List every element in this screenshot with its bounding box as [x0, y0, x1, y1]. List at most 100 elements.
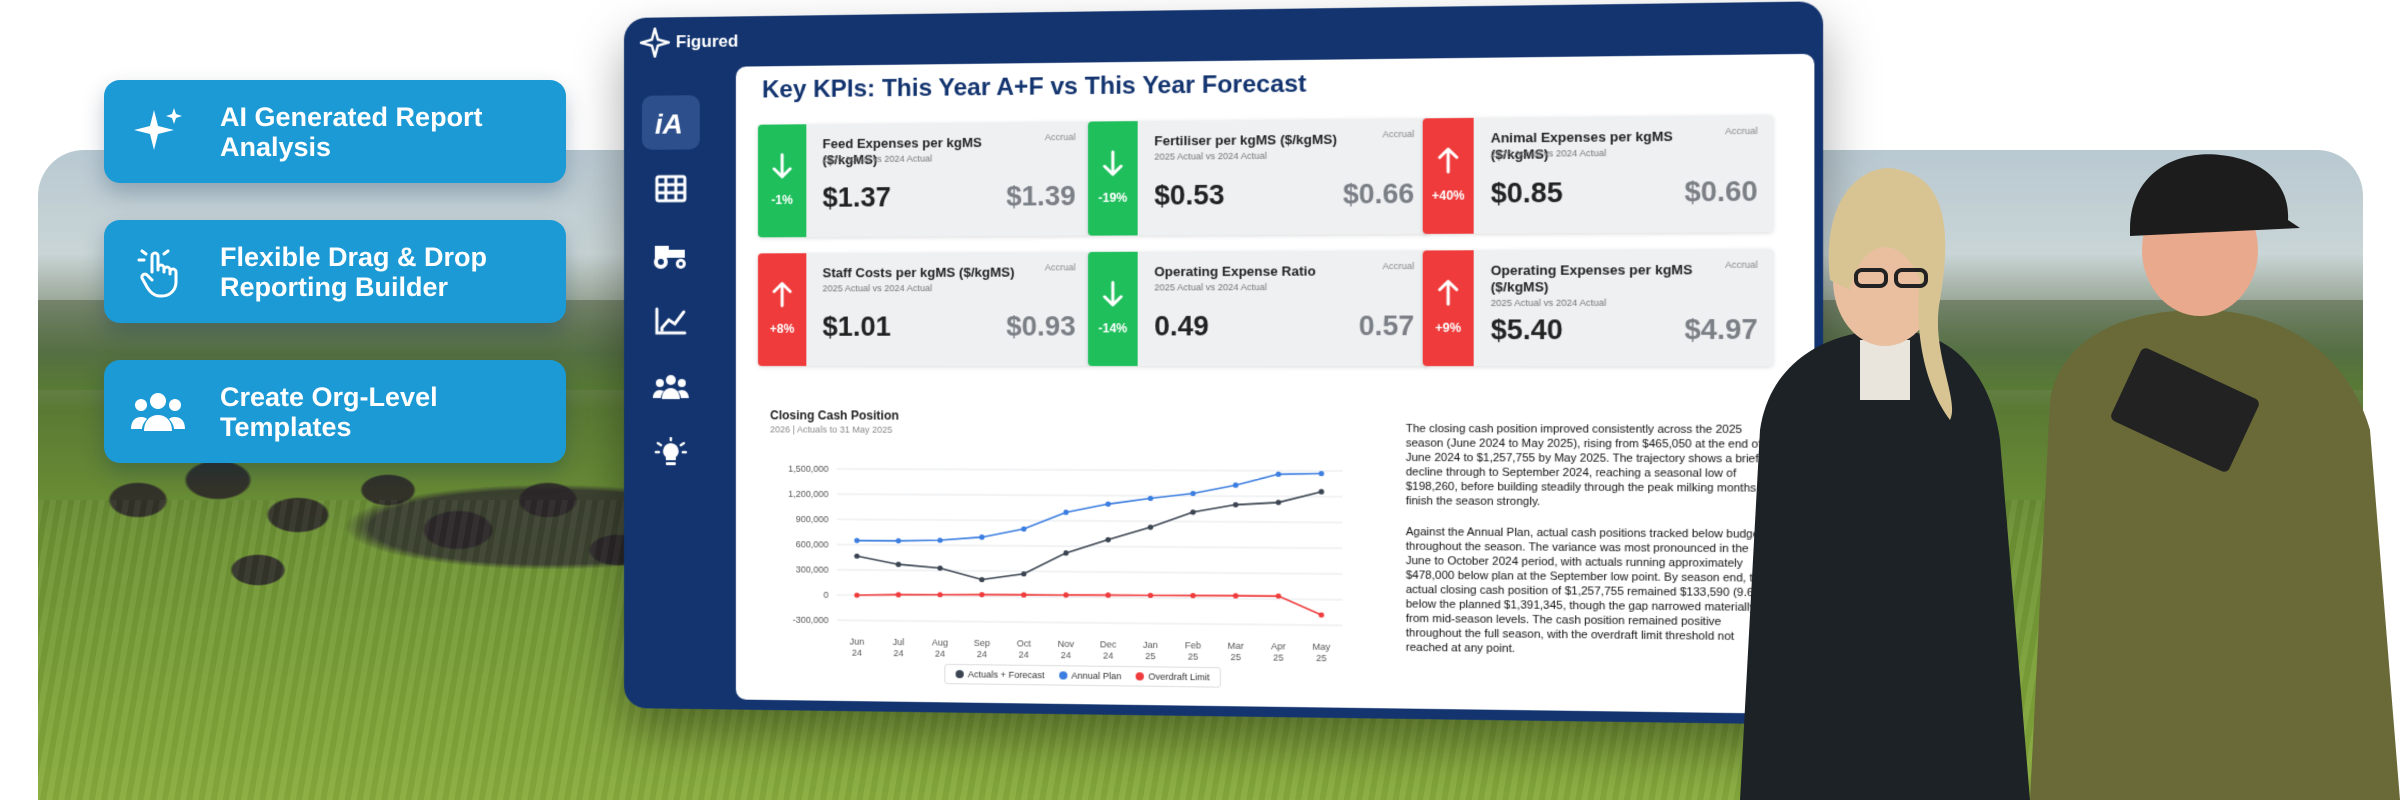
legend-label: Annual Plan — [1071, 670, 1121, 681]
x-tick-label: Jun — [850, 636, 865, 646]
gridline — [837, 620, 1343, 625]
data-point — [1190, 510, 1195, 515]
data-point — [1063, 510, 1068, 515]
legend-swatch — [1136, 672, 1144, 680]
data-point — [937, 592, 942, 597]
data-point — [979, 534, 984, 539]
kpi-trend-bar: +8% — [758, 253, 806, 366]
legend-item[interactable]: Actuals + Forecast — [956, 669, 1045, 680]
kpi-compare-value: 0.57 — [1359, 310, 1415, 342]
x-tick-label: 25 — [1188, 651, 1198, 661]
data-point — [1105, 592, 1110, 597]
arrow-down-icon — [772, 153, 792, 179]
legend-label: Overdraft Limit — [1148, 671, 1209, 682]
sidebar-item-team[interactable] — [642, 360, 700, 414]
data-point — [1276, 593, 1281, 598]
y-tick-label: 300,000 — [796, 564, 829, 574]
kpi-value: $0.53 — [1154, 180, 1224, 212]
x-tick-label: Nov — [1058, 639, 1075, 649]
y-tick-label: 1,500,000 — [788, 464, 828, 474]
man-figure — [2030, 154, 2400, 800]
kpi-card[interactable]: +8% Staff Costs per kgMS ($/kgMS) 2025 Act… — [758, 252, 1090, 366]
kpi-change: -14% — [1088, 321, 1138, 335]
chart-subtitle: 2026 | Actuals to 31 May 2025 — [770, 424, 892, 434]
kpi-trend-bar: -1% — [758, 124, 806, 237]
x-tick-label: Oct — [1017, 638, 1032, 648]
sidebar-item-farm[interactable] — [642, 228, 700, 282]
data-point — [896, 562, 901, 567]
legend-item[interactable]: Overdraft Limit — [1136, 671, 1210, 682]
x-tick-label: 25 — [1316, 653, 1327, 663]
kpi-trend-bar: -14% — [1088, 252, 1138, 366]
data-point — [1063, 592, 1068, 597]
feature-label: Flexible Drag & Drop Reporting Builder — [220, 242, 520, 302]
kpi-change: -1% — [758, 193, 806, 207]
legend-item[interactable]: Annual Plan — [1059, 670, 1122, 681]
dashboard-window: Figured iA Key KPIs: This Year A+F vs Th… — [624, 1, 1823, 724]
sidebar-item-reports[interactable] — [642, 294, 700, 348]
data-point — [1190, 593, 1195, 598]
kpi-card[interactable]: -19% Fertiliser per kgMS ($/kgMS) 2025 Act… — [1088, 118, 1429, 235]
kpi-value: $1.01 — [822, 311, 890, 342]
data-point — [1063, 550, 1068, 555]
kpi-card[interactable]: -1% Feed Expenses per kgMS ($/kgMS) 2025 A… — [758, 122, 1090, 238]
x-tick-label: Sep — [974, 638, 990, 648]
kpi-compare-value: $0.66 — [1343, 178, 1414, 210]
x-tick-label: 24 — [1103, 650, 1113, 660]
legend-label: Actuals + Forecast — [968, 669, 1045, 680]
x-tick-label: Jan — [1143, 640, 1158, 650]
x-tick-label: 25 — [1145, 651, 1155, 661]
x-tick-label: 24 — [893, 648, 903, 658]
woman-figure — [1740, 168, 2030, 800]
report-content: Key KPIs: This Year A+F vs This Year For… — [736, 54, 1815, 714]
kpi-subtitle: 2025 Actual vs 2024 Actual — [1491, 297, 1607, 308]
x-tick-label: 25 — [1230, 652, 1240, 662]
tractor-icon — [651, 240, 691, 270]
sidebar-item-tables[interactable] — [642, 161, 700, 216]
page-title: Key KPIs: This Year A+F vs This Year For… — [762, 70, 1306, 104]
x-tick-label: Feb — [1185, 640, 1201, 650]
kpi-trend-bar: +9% — [1423, 250, 1474, 366]
sidebar-item-ai-report[interactable]: iA — [642, 95, 700, 150]
kpi-card[interactable]: -14% Operating Expense Ratio 2025 Actual v… — [1088, 250, 1429, 366]
ai-report-icon: iA — [653, 107, 689, 137]
feature-label: AI Generated Report Analysis — [220, 102, 520, 162]
kpi-change: +8% — [758, 322, 806, 336]
x-tick-label: 24 — [1019, 649, 1029, 659]
kpi-compare-value: $1.39 — [1006, 181, 1075, 213]
data-point — [1148, 593, 1153, 598]
y-tick-label: 600,000 — [796, 539, 829, 549]
lightbulb-icon — [654, 437, 688, 469]
chart-title: Closing Cash Position — [770, 408, 899, 422]
svg-text:iA: iA — [655, 108, 683, 137]
x-tick-label: Dec — [1100, 639, 1117, 649]
feature-label: Create Org-Level Templates — [220, 382, 520, 442]
chart-legend: Actuals + Forecast Annual Plan Overdraft L… — [944, 664, 1221, 688]
brand-name: Figured — [676, 31, 738, 52]
x-tick-label: 25 — [1273, 652, 1283, 662]
feature-drag-drop: Flexible Drag & Drop Reporting Builder — [104, 220, 566, 323]
series-line — [857, 472, 1321, 544]
kpi-subtitle: 2025 Actual vs 2024 Actual — [1154, 282, 1267, 293]
arrow-down-icon — [1102, 280, 1123, 307]
gridline — [837, 519, 1343, 522]
kpi-basis-tag: Accrual — [1382, 261, 1414, 271]
sidebar-item-insights[interactable] — [642, 426, 700, 480]
data-point — [979, 577, 984, 582]
data-point — [979, 592, 984, 597]
arrow-down-icon — [1102, 150, 1123, 177]
team-icon — [652, 372, 690, 402]
sparkle-icon — [126, 100, 190, 164]
data-point — [1148, 496, 1153, 501]
kpi-trend-bar: -19% — [1088, 121, 1138, 236]
kpi-value: 0.49 — [1154, 311, 1209, 343]
data-point — [896, 592, 901, 597]
y-tick-label: 900,000 — [796, 514, 829, 524]
kpi-basis-tag: Accrual — [1382, 129, 1414, 140]
data-point — [1276, 472, 1281, 477]
data-point — [1233, 593, 1238, 598]
kpi-change: -19% — [1088, 190, 1138, 205]
data-point — [1319, 612, 1324, 617]
gridline — [837, 469, 1343, 471]
kpi-subtitle: 2025 Actual vs 2024 Actual — [822, 283, 932, 293]
